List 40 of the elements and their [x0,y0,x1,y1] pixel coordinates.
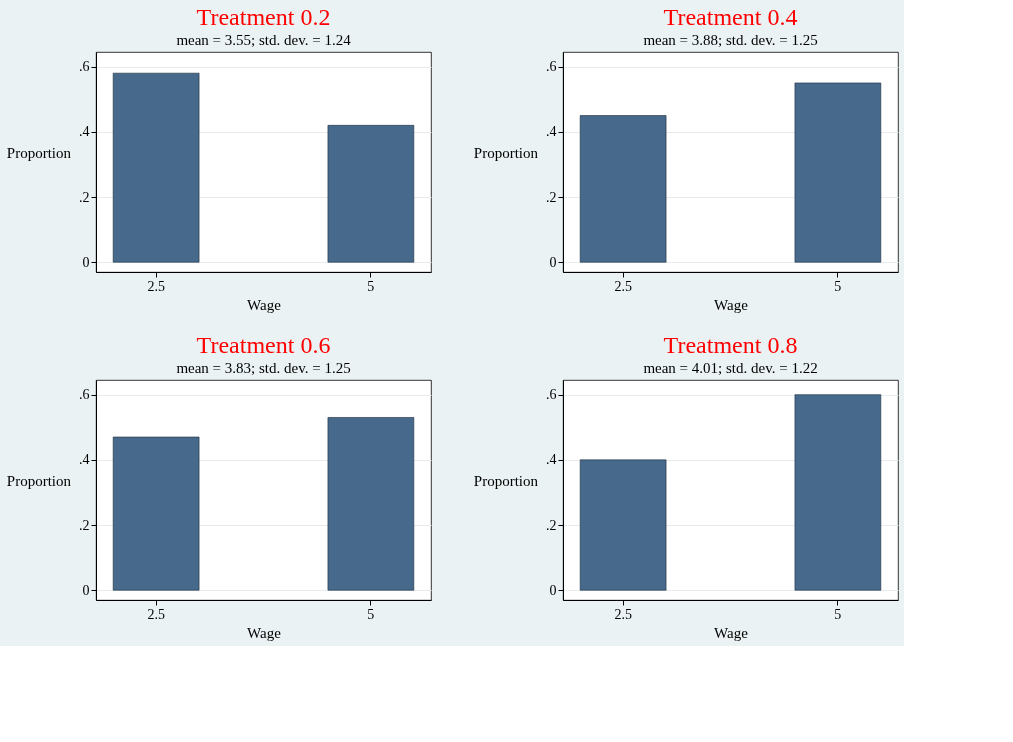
y-tick-label: .4 [79,452,90,468]
y-axis-title: Proportion [473,144,539,161]
y-tick-label: .4 [546,452,557,468]
y-tick-label: .2 [79,517,90,533]
x-axis-title: Wage [714,624,749,641]
x-tick-label: 2.5 [614,606,632,622]
x-tick-label: 5 [367,606,375,622]
y-tick-label: .6 [546,387,557,403]
y-tick-label: 0 [549,582,557,598]
x-tick-label: 2.5 [614,278,632,294]
y-axis-title: Proportion [473,472,539,489]
chart-subtitle: mean = 3.55; std. dev. = 1.24 [176,32,352,48]
y-tick-label: 0 [82,254,90,270]
y-tick-label: .2 [546,517,557,533]
y-tick-label: .6 [546,59,557,75]
y-tick-label: .2 [79,189,90,205]
y-tick-label: .4 [546,124,557,140]
y-tick-label: .6 [79,59,90,75]
x-axis-title: Wage [247,296,282,313]
x-axis-title: Wage [247,624,282,641]
x-tick-label: 2.5 [147,606,165,622]
y-axis-title: Proportion [6,144,72,161]
x-tick-label: 5 [367,278,375,294]
x-tick-label: 5 [834,606,842,622]
chart-subtitle: mean = 4.01; std. dev. = 1.22 [643,360,818,376]
chart-title: Treatment 0.2 [196,4,331,30]
y-tick-label: .6 [79,387,90,403]
chart-title: Treatment 0.8 [663,332,798,358]
chart-title: Treatment 0.4 [663,4,798,30]
chart-title: Treatment 0.6 [196,332,331,358]
y-tick-label: 0 [549,254,557,270]
y-tick-label: 0 [82,582,90,598]
x-tick-label: 2.5 [147,278,165,294]
y-tick-label: .2 [546,189,557,205]
chart-subtitle: mean = 3.83; std. dev. = 1.25 [176,360,351,376]
x-tick-label: 5 [834,278,842,294]
y-tick-label: .4 [79,124,90,140]
x-axis-title: Wage [714,296,749,313]
chart-subtitle: mean = 3.88; std. dev. = 1.25 [643,32,818,48]
y-axis-title: Proportion [6,472,72,489]
